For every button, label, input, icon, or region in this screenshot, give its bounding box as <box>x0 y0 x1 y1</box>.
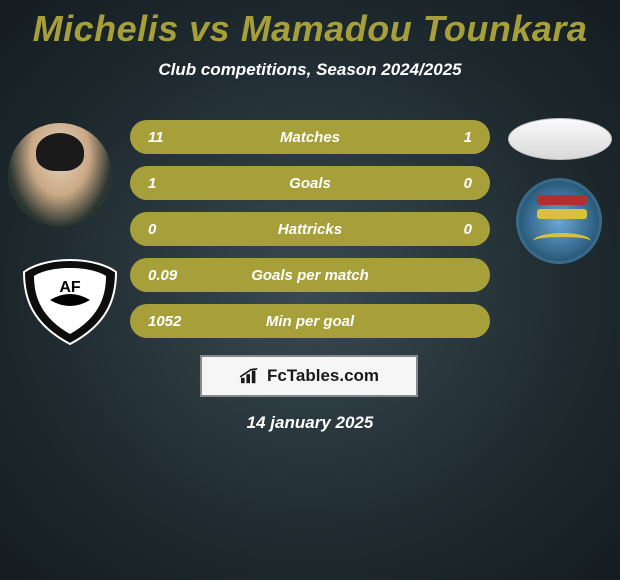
shield-icon: AF <box>18 258 122 346</box>
stat-left-value: 0 <box>148 221 218 238</box>
badge-stripe-yellow <box>537 209 587 219</box>
player1-avatar <box>8 123 112 227</box>
stats-panel: 11Matches11Goals00Hattricks00.09Goals pe… <box>130 120 490 350</box>
page-title: Michelis vs Mamadou Tounkara <box>0 0 620 50</box>
date-text: 14 january 2025 <box>0 413 620 433</box>
stat-right-value: 1 <box>402 129 472 146</box>
stat-left-value: 0.09 <box>148 267 218 284</box>
stat-row: 1052Min per goal <box>130 304 490 338</box>
stat-label: Min per goal <box>218 313 402 330</box>
stat-row: 11Matches1 <box>130 120 490 154</box>
badge-stripe-red <box>537 195 587 205</box>
stat-label: Goals per match <box>218 267 402 284</box>
stat-right-value: 0 <box>402 175 472 192</box>
stat-row: 0Hattricks0 <box>130 212 490 246</box>
stat-left-value: 11 <box>148 129 218 146</box>
stat-label: Hattricks <box>218 221 402 238</box>
title-player1: Michelis <box>33 8 179 49</box>
subtitle: Club competitions, Season 2024/2025 <box>0 50 620 80</box>
stat-row: 0.09Goals per match <box>130 258 490 292</box>
svg-text:AF: AF <box>59 279 81 296</box>
stat-left-value: 1052 <box>148 313 218 330</box>
watermark-text: FcTables.com <box>267 366 379 386</box>
stat-row: 1Goals0 <box>130 166 490 200</box>
stat-right-value: 0 <box>402 221 472 238</box>
player2-avatar <box>508 118 612 160</box>
stat-label: Matches <box>218 129 402 146</box>
title-vs: vs <box>179 8 241 49</box>
stat-left-value: 1 <box>148 175 218 192</box>
title-player2: Mamadou Tounkara <box>241 8 588 49</box>
comparison-card: Michelis vs Mamadou Tounkara Club compet… <box>0 0 620 580</box>
stat-label: Goals <box>218 175 402 192</box>
bar-chart-icon <box>239 367 261 385</box>
badge-bridge-icon <box>533 233 591 249</box>
player2-club-badge <box>516 178 602 264</box>
watermark: FcTables.com <box>200 355 418 397</box>
player1-club-badge: AF <box>18 258 122 346</box>
